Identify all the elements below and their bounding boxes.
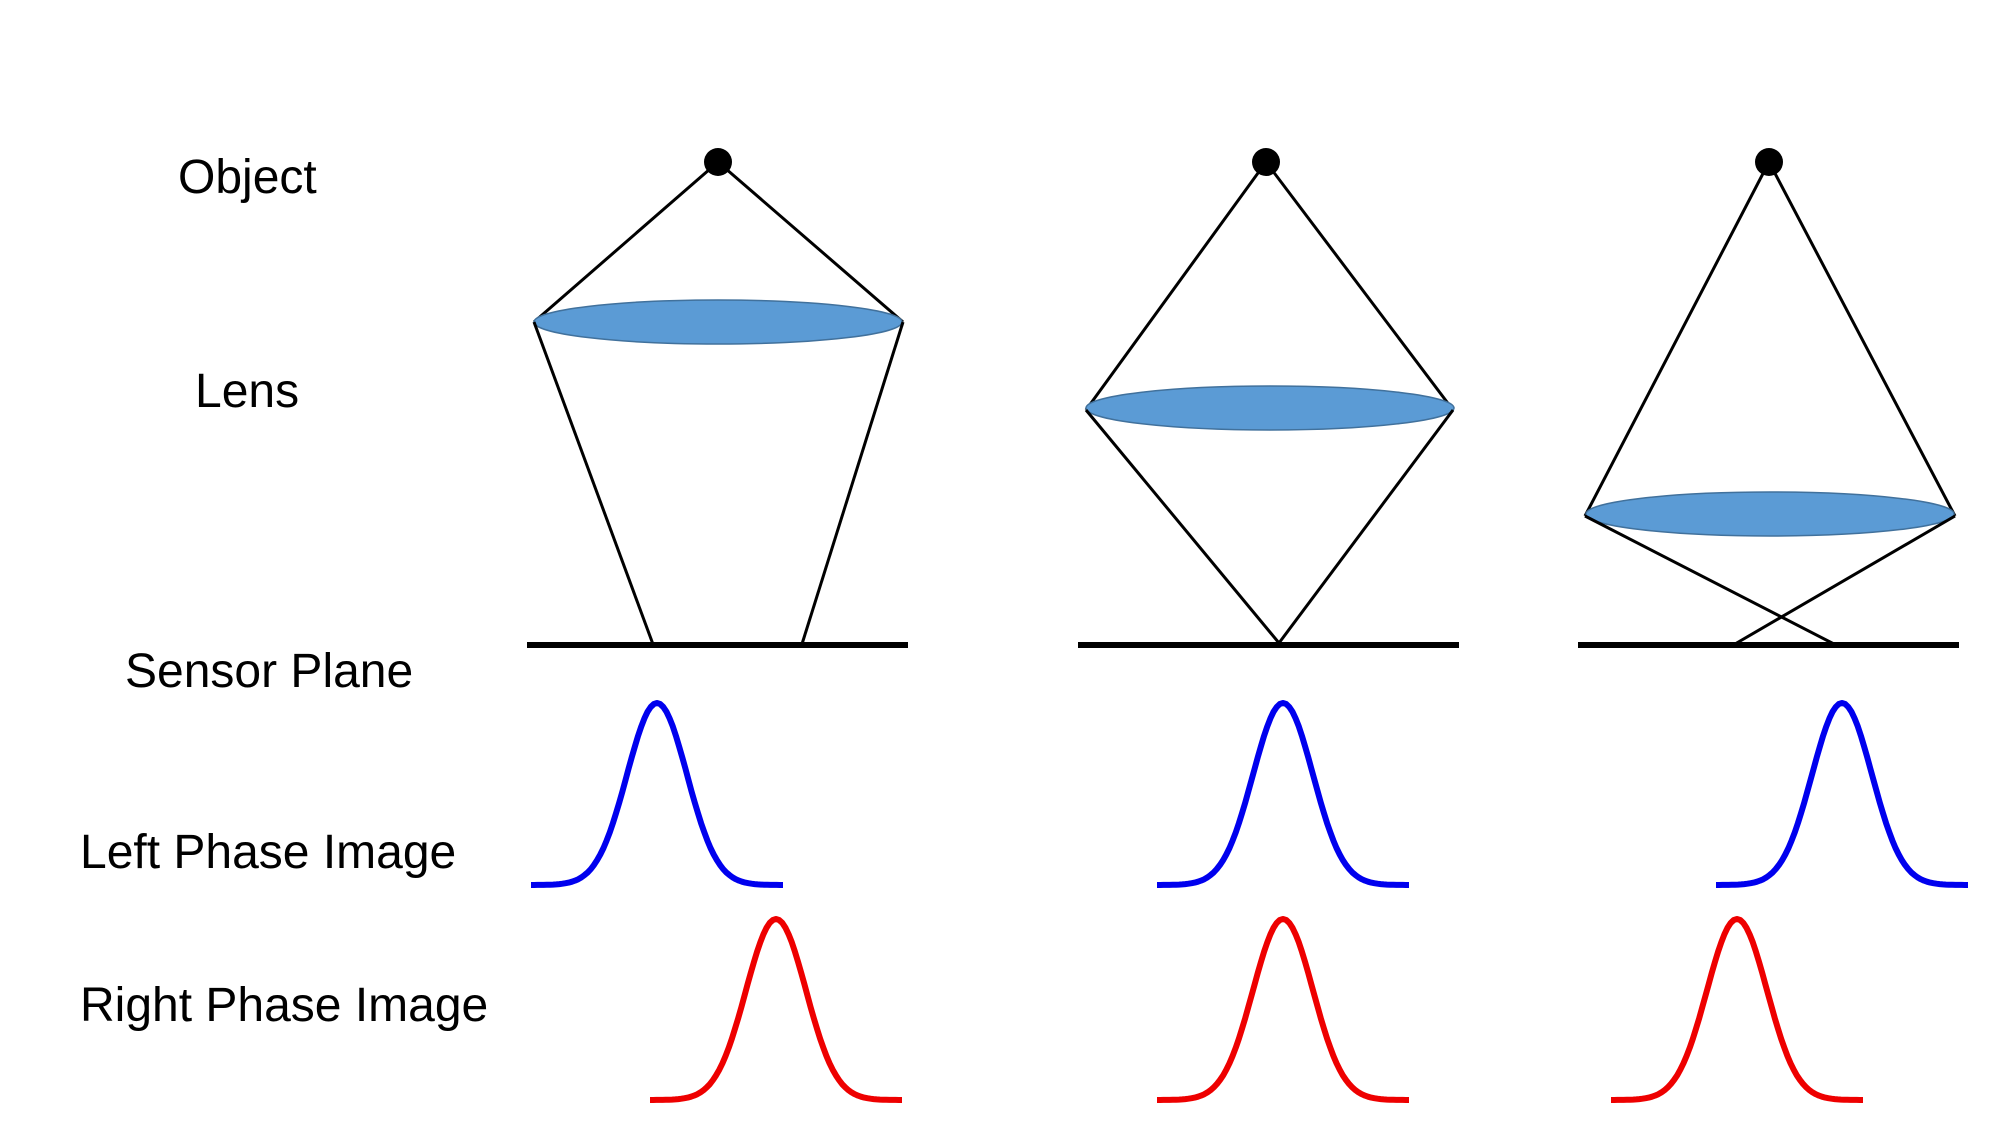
label-object: Object bbox=[178, 151, 317, 204]
ray-lens-to-sensor-right-1 bbox=[800, 321, 905, 645]
column-2 bbox=[1078, 148, 1459, 1103]
object-point-1 bbox=[704, 148, 732, 176]
ray-object-to-lens-left-2 bbox=[1084, 161, 1268, 411]
ray-object-to-lens-right-1 bbox=[717, 160, 904, 324]
right-phase-curve-2 bbox=[1157, 916, 1409, 1103]
ray-object-to-lens-left-3 bbox=[1583, 161, 1771, 517]
label-right-phase-image: Right Phase Image bbox=[80, 979, 488, 1032]
ray-lens-to-sensor-right-3 bbox=[1734, 514, 1956, 646]
lens-3 bbox=[1585, 491, 1955, 537]
object-point-2 bbox=[1252, 148, 1280, 176]
label-lens: Lens bbox=[195, 365, 299, 418]
ray-lens-to-sensor-right-2 bbox=[1277, 409, 1455, 644]
lens-1 bbox=[533, 299, 903, 345]
label-sensor-plane: Sensor Plane bbox=[125, 645, 413, 698]
right-phase-curve-1 bbox=[650, 916, 902, 1103]
ray-object-to-lens-left-1 bbox=[533, 160, 719, 324]
label-left-phase-image: Left Phase Image bbox=[80, 826, 456, 879]
ray-lens-to-sensor-left-2 bbox=[1084, 409, 1281, 644]
left-phase-curve-3 bbox=[1716, 700, 1968, 888]
ray-object-to-lens-right-3 bbox=[1767, 161, 1957, 517]
left-phase-curve-1 bbox=[531, 700, 783, 888]
object-point-3 bbox=[1755, 148, 1783, 176]
ray-lens-to-sensor-left-1 bbox=[532, 321, 656, 648]
left-phase-curve-2 bbox=[1157, 700, 1409, 888]
column-1 bbox=[527, 148, 908, 1103]
ray-object-to-lens-right-2 bbox=[1264, 161, 1455, 411]
column-3 bbox=[1578, 148, 1968, 1103]
lens-2 bbox=[1085, 385, 1455, 431]
right-phase-curve-3 bbox=[1611, 916, 1863, 1103]
ray-lens-to-sensor-left-3 bbox=[1584, 514, 1835, 646]
